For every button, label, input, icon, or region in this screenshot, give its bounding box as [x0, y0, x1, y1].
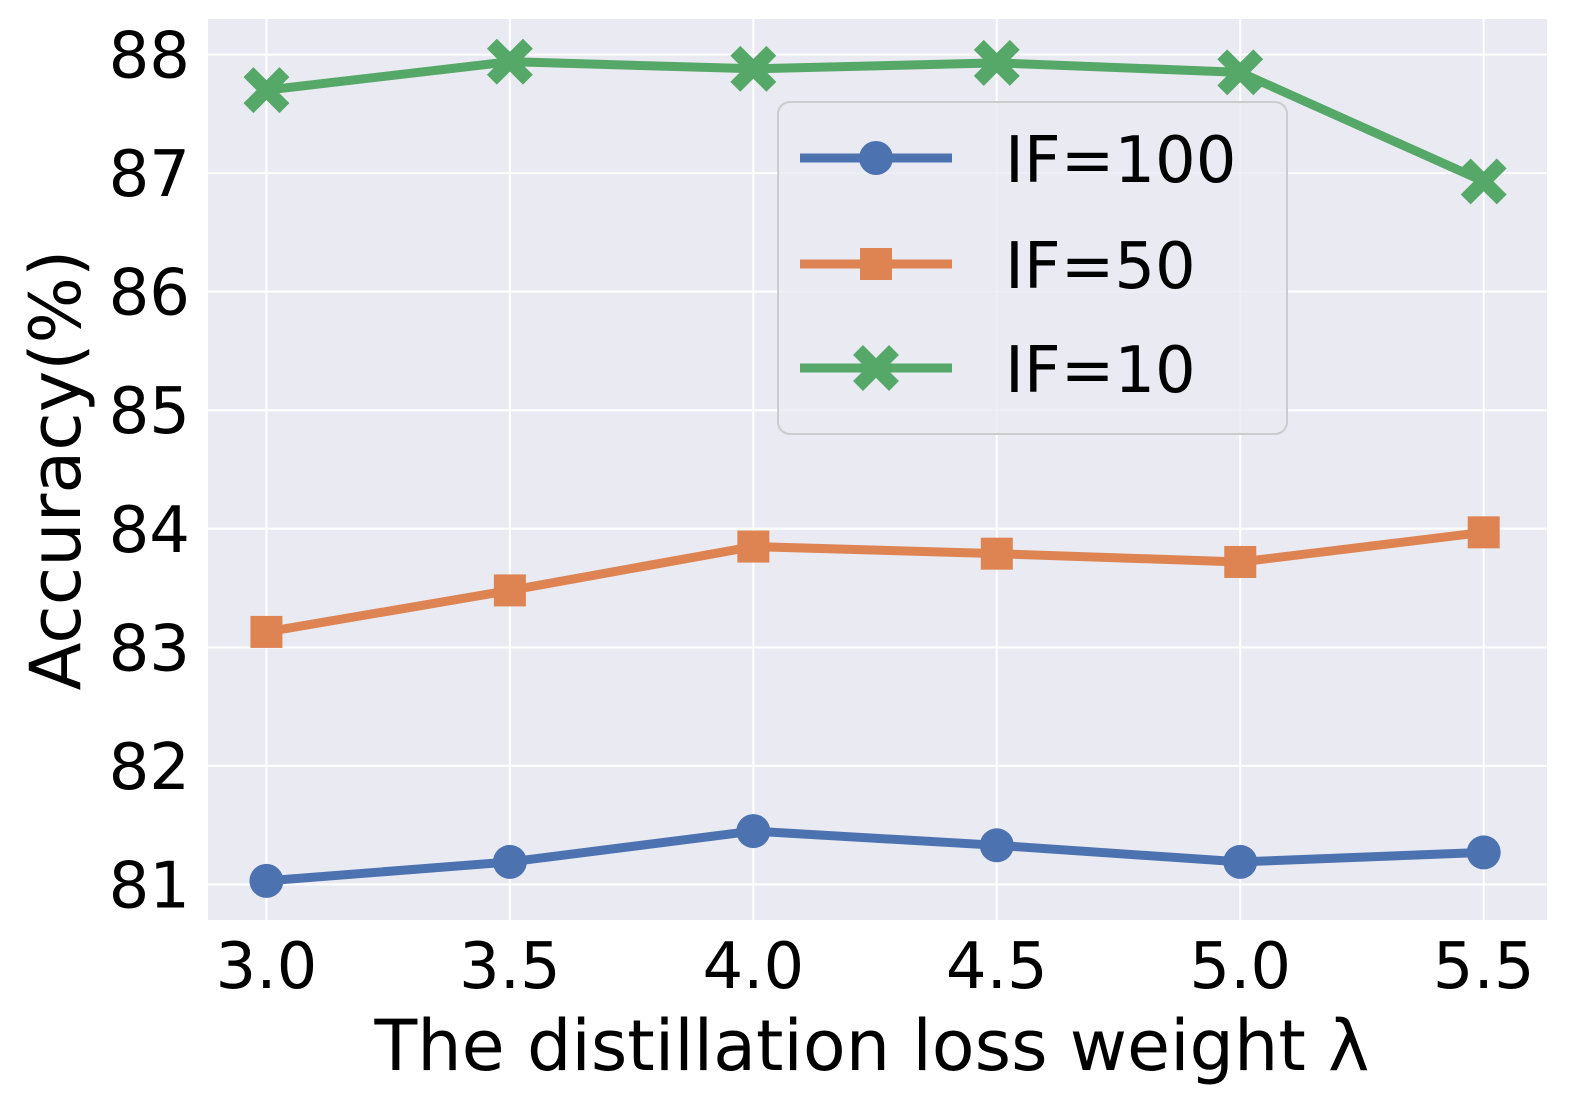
series-if-100 [249, 814, 1501, 898]
legend-frame [777, 101, 1288, 435]
data-point [250, 615, 283, 648]
data-point [486, 38, 533, 85]
y-axis-label: Accuracy(%) [15, 250, 97, 691]
legend-marker [853, 345, 899, 391]
data-point [243, 67, 290, 114]
y-tick-label: 83 [109, 612, 190, 686]
y-tick-label: 81 [109, 849, 190, 923]
y-tick-label: 84 [109, 494, 190, 568]
y-tick-label: 87 [109, 138, 190, 212]
x-axis-label: The distillation loss weight λ [374, 1005, 1370, 1087]
legend: IF=100 IF=50 IF=10 [777, 101, 1288, 435]
series-if-10 [243, 38, 1507, 205]
data-point [737, 530, 770, 563]
legend-label: IF=100 [1005, 124, 1236, 198]
data-point [730, 45, 777, 92]
data-point [1467, 516, 1500, 549]
x-tick-label: 5.0 [1189, 930, 1291, 1004]
data-point [1460, 158, 1507, 205]
data-point [1217, 49, 1264, 96]
x-tick-label: 4.5 [946, 930, 1048, 1004]
data-point [492, 844, 527, 879]
legend-label: IF=10 [1005, 334, 1196, 408]
series-line [265, 57, 1486, 186]
y-tick-label: 82 [109, 731, 190, 805]
legend-entry: IF=100 [800, 124, 1236, 198]
series-if-50 [250, 516, 1500, 648]
y-tick-label: 86 [109, 257, 190, 331]
data-point [493, 574, 526, 607]
data-point [973, 39, 1020, 86]
x-tick-label: 4.0 [702, 930, 804, 1004]
series-line [266, 826, 1484, 886]
data-point [1223, 844, 1258, 879]
series-layer [243, 38, 1507, 898]
legend-entry: IF=50 [800, 230, 1196, 304]
data-point [249, 863, 284, 898]
x-tick-label: 5.5 [1433, 930, 1535, 1004]
legend-marker [859, 141, 893, 175]
data-point [1466, 835, 1501, 870]
data-point [980, 537, 1013, 570]
legend-label: IF=50 [1005, 230, 1196, 304]
legend-entry: IF=10 [800, 334, 1196, 408]
series-line [265, 527, 1485, 637]
legend-marker [860, 248, 892, 280]
x-tick-label: 3.0 [216, 930, 318, 1004]
y-tick-label: 88 [109, 20, 190, 94]
tick-labels: 3.0 3.5 4.0 4.5 5.0 5.5 81 82 83 84 85 86 87 88 [109, 20, 1535, 1004]
data-point [979, 828, 1014, 863]
data-point [1224, 545, 1257, 578]
x-tick-label: 3.5 [459, 930, 561, 1004]
y-tick-label: 85 [109, 375, 190, 449]
data-point [736, 814, 771, 849]
